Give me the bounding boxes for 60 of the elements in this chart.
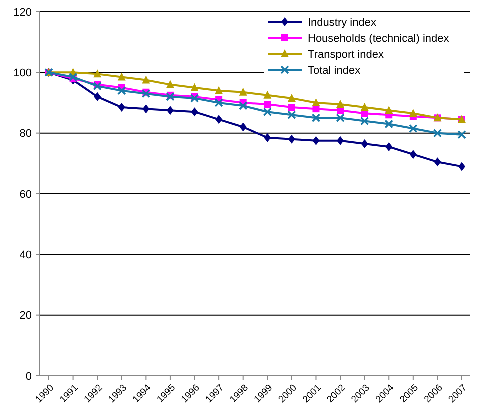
point xyxy=(458,162,466,172)
point xyxy=(68,72,78,82)
point xyxy=(216,115,223,124)
point xyxy=(94,70,102,78)
point xyxy=(288,110,296,120)
legend-label: Industry index xyxy=(308,16,377,29)
y-tick-label: 40 xyxy=(20,250,32,262)
legend-label: Households (technical) index xyxy=(308,32,450,45)
point xyxy=(288,94,296,102)
point xyxy=(337,136,344,146)
point xyxy=(214,98,224,108)
point xyxy=(264,133,272,142)
point xyxy=(458,130,466,140)
y-tick-label: 100 xyxy=(14,68,32,80)
point xyxy=(238,102,248,110)
point xyxy=(94,92,102,102)
point xyxy=(118,72,126,81)
point xyxy=(215,86,224,94)
point xyxy=(361,139,368,148)
point xyxy=(360,116,370,126)
point xyxy=(118,103,126,112)
point xyxy=(386,142,393,152)
y-tick-label: 60 xyxy=(20,188,32,201)
point xyxy=(433,128,442,138)
point xyxy=(312,98,320,106)
y-tick-label: 80 xyxy=(20,128,32,140)
point xyxy=(434,158,442,167)
y-tick-label: 120 xyxy=(14,6,32,19)
legend-label: Total index xyxy=(308,64,362,77)
point xyxy=(263,108,272,116)
point xyxy=(264,101,272,108)
point xyxy=(360,103,369,112)
point xyxy=(166,80,174,88)
point xyxy=(336,100,345,108)
point xyxy=(312,136,320,146)
point xyxy=(190,83,199,92)
point xyxy=(288,134,296,144)
legend-label: Transport index xyxy=(308,48,385,61)
point xyxy=(336,114,345,123)
point xyxy=(117,86,126,96)
y-tick-label: 20 xyxy=(20,310,32,322)
point xyxy=(142,76,150,84)
point xyxy=(142,90,151,98)
point xyxy=(410,150,417,160)
point xyxy=(409,124,418,134)
point xyxy=(264,90,272,99)
point xyxy=(191,108,198,117)
point xyxy=(166,106,174,116)
point xyxy=(190,94,200,103)
point xyxy=(409,109,418,118)
point xyxy=(93,82,102,91)
point xyxy=(288,104,296,112)
point xyxy=(385,106,394,114)
y-tick-label: 0 xyxy=(26,370,32,383)
point xyxy=(384,120,394,129)
point xyxy=(239,88,248,96)
point xyxy=(142,104,150,114)
point xyxy=(166,92,175,102)
point xyxy=(240,122,247,132)
point xyxy=(312,114,321,123)
